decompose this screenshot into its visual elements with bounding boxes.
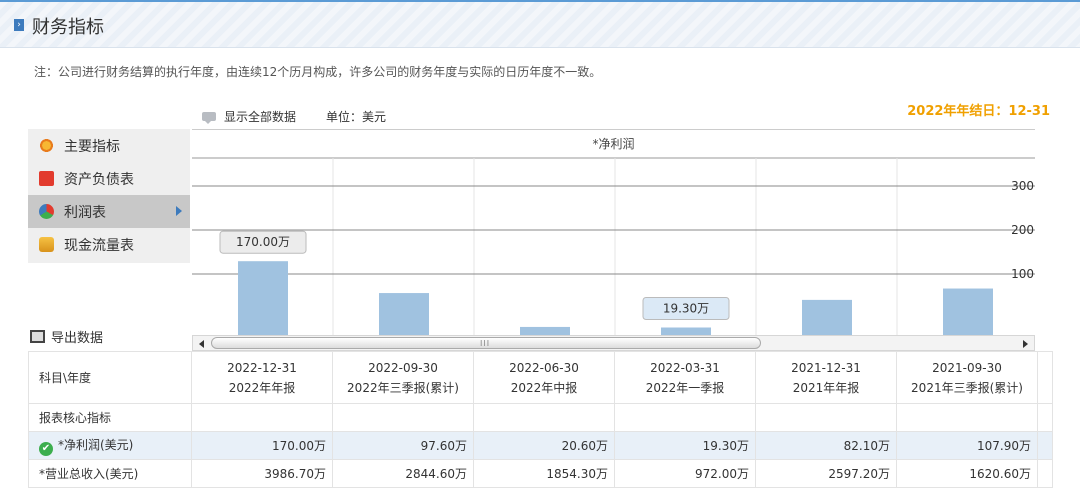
table-cell: 1854.30万	[473, 459, 615, 488]
y-tick-label: 300	[1011, 179, 1034, 193]
table-cell: 97.60万	[332, 431, 474, 460]
row-label-text: *净利润(美元)	[58, 437, 134, 452]
table-row[interactable]: ✔ *净利润(美元) 170.00万 97.60万 20.60万 19.30万 8…	[28, 431, 1053, 460]
column-date: 2022-06-30	[509, 360, 579, 375]
grip-icon: III	[480, 339, 491, 348]
tooltip-box	[219, 230, 307, 254]
table-cell: 170.00万	[191, 431, 333, 460]
chat-bubble-icon[interactable]	[202, 112, 216, 124]
table-cell: 20.60万	[473, 431, 615, 460]
table-spacer	[1037, 351, 1053, 404]
scroll-left-icon[interactable]	[199, 340, 204, 348]
row-label-text: *营业总收入(美元)	[28, 459, 192, 488]
unit-label: 单位：美元	[326, 110, 387, 124]
column-header: 2021-09-30 2021年三季报(累计)	[896, 351, 1038, 404]
year-end-label: 2022年年结日：12-31	[907, 104, 1050, 119]
table-section-label: 报表核心指标	[28, 403, 192, 432]
table-cell: 107.90万	[896, 431, 1038, 460]
sidebar-item-label: 利润表	[64, 204, 106, 221]
section-title: 财务指标	[32, 17, 104, 38]
sidebar-item-cash-flow[interactable]: 现金流量表	[28, 228, 190, 261]
sidebar-item-label: 资产负债表	[64, 171, 134, 188]
data-label: 170.00万	[236, 235, 290, 249]
column-header: 2022-12-31 2022年年报	[191, 351, 333, 404]
column-period: 2022年年报	[228, 380, 296, 395]
table-cell: 19.30万	[614, 431, 756, 460]
table-corner-header: 科目\年度	[28, 351, 192, 404]
statement-sidebar: 主要指标 资产负债表 利润表 现金流量表	[28, 129, 190, 263]
fiscal-year-note: 注：公司进行财务结算的执行年度，由连续12个历月构成，许多公司的财务年度与实际的…	[34, 65, 602, 79]
table-cell: 1620.60万	[896, 459, 1038, 488]
table-row[interactable]: *营业总收入(美元) 3986.70万 2844.60万 1854.30万 97…	[28, 459, 1053, 488]
table-cell: 82.10万	[755, 431, 897, 460]
export-label: 导出数据	[51, 331, 104, 346]
bar	[943, 288, 993, 335]
bar	[379, 293, 429, 335]
table-cell: 3986.70万	[191, 459, 333, 488]
tooltip-box	[642, 297, 730, 321]
show-all-data-toggle[interactable]: 显示全部数据	[224, 110, 297, 124]
export-icon	[30, 330, 45, 343]
column-period: 2022年中报	[510, 380, 578, 395]
chart-title: *净利润	[592, 137, 635, 151]
arrow-right-icon	[176, 206, 182, 216]
bar	[238, 261, 288, 335]
column-date: 2022-09-30	[368, 360, 438, 375]
column-period: 2022年一季报	[645, 380, 725, 395]
check-icon: ✔	[39, 441, 53, 456]
chart-scrollbar[interactable]: III	[192, 335, 1035, 351]
sidebar-item-label: 主要指标	[64, 138, 120, 155]
column-date: 2022-03-31	[650, 360, 720, 375]
document-icon	[39, 171, 54, 186]
column-header: 2022-06-30 2022年中报	[473, 351, 615, 404]
export-data-button[interactable]: 导出数据	[30, 327, 103, 346]
y-tick-label: 200	[1011, 223, 1034, 237]
sidebar-item-income-statement[interactable]: 利润表	[28, 195, 190, 228]
chart-toolbar: 显示全部数据 单位：美元	[202, 108, 386, 125]
table-cell: 2597.20万	[755, 459, 897, 488]
column-header: 2021-12-31 2021年年报	[755, 351, 897, 404]
sidebar-item-label: 现金流量表	[64, 237, 134, 254]
column-period: 2022年三季报(累计)	[347, 380, 459, 395]
y-tick-label: 100	[1011, 267, 1034, 281]
row-label: ✔ *净利润(美元)	[28, 431, 192, 460]
chart-pie-icon	[39, 204, 54, 219]
scroll-right-icon[interactable]	[1023, 340, 1028, 348]
sidebar-item-main-indicators[interactable]: 主要指标	[28, 129, 190, 162]
column-date: 2021-12-31	[791, 360, 861, 375]
column-period: 2021年年报	[792, 380, 860, 395]
column-header: 2022-03-31 2022年一季报	[614, 351, 756, 404]
table-cell: 972.00万	[614, 459, 756, 488]
bar	[661, 327, 711, 335]
net-profit-chart: *净利润 100 200 300 170.00万 19.30万	[192, 129, 1035, 335]
column-date: 2021-09-30	[932, 360, 1002, 375]
chart-canvas: 100 200 300 170.00万 19.30万	[192, 157, 1035, 335]
pie-icon	[39, 138, 54, 153]
data-label: 19.30万	[663, 302, 709, 316]
scrollbar-thumb[interactable]: III	[211, 337, 761, 349]
financial-table: 科目\年度 2022-12-31 2022年年报 2022-09-30 2022年三…	[28, 351, 1053, 488]
bar	[802, 299, 852, 335]
column-period: 2021年三季报(累计)	[911, 380, 1023, 395]
bar	[520, 326, 570, 335]
column-header: 2022-09-30 2022年三季报(累计)	[332, 351, 474, 404]
column-date: 2022-12-31	[227, 360, 297, 375]
coins-icon	[39, 237, 54, 252]
section-marker-icon: ›	[14, 19, 24, 31]
table-cell: 2844.60万	[332, 459, 474, 488]
section-header: › 财务指标	[0, 0, 1080, 48]
sidebar-item-balance-sheet[interactable]: 资产负债表	[28, 162, 190, 195]
